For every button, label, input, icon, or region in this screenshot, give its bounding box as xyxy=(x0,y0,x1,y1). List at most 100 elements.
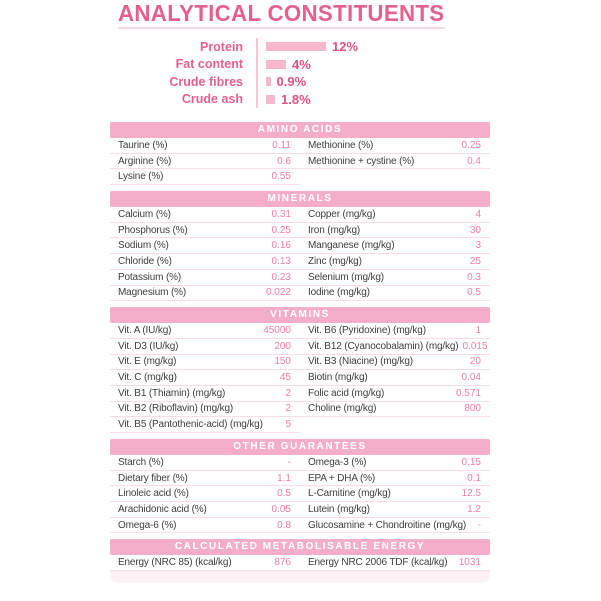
table-cell: Vit. A (IU/kg) 45000 xyxy=(110,323,300,339)
table-cell: Manganese (mg/kg) 3 xyxy=(300,238,490,255)
table-cell: Potassium (%) 0.23 xyxy=(110,270,300,286)
table-row: Linoleic acid (%) 0.5 L-Carnitine (mg/kg) 1… xyxy=(110,486,490,503)
chart-category-label: Protein xyxy=(199,39,243,54)
row-value: 0.571 xyxy=(455,387,481,399)
row-label: EPA + DHA (%) xyxy=(308,472,376,484)
row-value: 150 xyxy=(274,356,291,368)
row-value: 0.4 xyxy=(467,155,481,167)
row-value: 0.6 xyxy=(277,155,291,167)
chart-bar xyxy=(266,94,275,104)
table-cell: Vit. B2 (Riboflavin) (mg/kg) 2 xyxy=(110,402,300,418)
row-value: 5 xyxy=(285,419,291,431)
row-label: Copper (mg/kg) xyxy=(308,208,376,220)
row-label: L-Carnitine (mg/kg) xyxy=(308,488,391,500)
row-value: 0.05 xyxy=(271,503,291,515)
row-label: Methionine (%) xyxy=(308,139,374,151)
table-row: Arginine (%) 0.6 Methionine + cystine (%) 0… xyxy=(110,154,490,170)
table-cell: Dietary fiber (%) 1.1 xyxy=(110,471,300,487)
table-row: Omega-6 (%) 0.8 Glucosamine + Chondroitine… xyxy=(110,518,490,534)
table-cell: Selenium (mg/kg) 0.3 xyxy=(300,270,490,286)
table-row: Vit. B2 (Riboflavin) (mg/kg) 2 Choline (mg… xyxy=(110,402,490,418)
table-row: Vit. D3 (IU/kg) 200 Vit. B12 (Cyanocobalam… xyxy=(110,339,490,355)
chart-bar-area: 1.8% xyxy=(256,90,311,108)
row-value: 0.1 xyxy=(467,472,481,484)
table-cell: Vit. B12 (Cyanocobalamin) (mg/kg) 0.015 xyxy=(300,339,490,355)
row-value: 0.3 xyxy=(467,271,481,283)
table-cell: Lutein (mg/kg) 1.2 xyxy=(300,502,490,518)
row-label: Iodine (mg/kg) xyxy=(308,287,370,299)
table-cell-empty xyxy=(300,417,490,433)
table-cell: Vit. C (mg/kg) 45 xyxy=(110,370,300,386)
table-row: Vit. A (IU/kg) 45000 Vit. B6 (Pyridoxine) … xyxy=(110,323,490,339)
row-value: 1031 xyxy=(458,557,481,569)
row-value: - xyxy=(287,456,291,468)
row-label: Energy (NRC 85) (kcal/kg) xyxy=(118,557,232,569)
table-cell: Biotin (mg/kg) 0.04 xyxy=(300,370,490,386)
table-row: Chloride (%) 0.13 Zinc (mg/kg) 25 xyxy=(110,254,490,270)
row-label: Glucosamine + Chondroitine (mg/kg) xyxy=(308,519,467,531)
row-label: Zinc (mg/kg) xyxy=(308,255,362,267)
table-cell-empty xyxy=(300,169,490,185)
table-cell: Calcium (%) 0.31 xyxy=(110,207,300,223)
row-value: 0.022 xyxy=(265,287,291,299)
row-label: Choline (mg/kg) xyxy=(308,403,377,415)
table-cell: Omega-6 (%) 0.8 xyxy=(110,518,300,534)
row-value: - xyxy=(477,519,481,531)
table-cell: Iodine (mg/kg) 0.5 xyxy=(300,286,490,302)
row-label: Selenium (mg/kg) xyxy=(308,271,384,283)
row-label: Phosphorus (%) xyxy=(118,224,188,236)
row-label: Vit. B5 (Pantothenic-acid) (mg/kg) xyxy=(118,419,263,431)
table-row: Vit. E (mg/kg) 150 Vit. B3 (Niacine) (mg/k… xyxy=(110,355,490,371)
row-label: Energy NRC 2006 TDF (kcal/kg) xyxy=(308,557,448,569)
row-value: 0.16 xyxy=(271,240,291,252)
row-value: 3 xyxy=(475,240,481,252)
row-label: Methionine + cystine (%) xyxy=(308,155,415,167)
table-row: Sodium (%) 0.16 Manganese (mg/kg) 3 xyxy=(110,238,490,255)
table-cell: Zinc (mg/kg) 25 xyxy=(300,254,490,270)
row-label: Iron (mg/kg) xyxy=(308,224,361,236)
constituents-table: AMINO ACIDS Taurine (%) 0.11 Methionine (%)… xyxy=(110,122,490,584)
row-value: 0.15 xyxy=(461,456,481,468)
row-value: 0.31 xyxy=(271,208,291,220)
row-label: Chloride (%) xyxy=(118,255,172,267)
row-label: Vit. B2 (Riboflavin) (mg/kg) xyxy=(118,403,234,415)
table-cell: Vit. B5 (Pantothenic-acid) (mg/kg) 5 xyxy=(110,417,300,433)
table-cell: EPA + DHA (%) 0.1 xyxy=(300,471,490,487)
chart-value-label: 0.9% xyxy=(276,74,307,90)
macro-constituents-bar-chart: Protein 12% Fat content 4% Crude fibres 0.9% C… xyxy=(118,38,358,108)
row-label: Calcium (%) xyxy=(118,208,171,220)
table-row: Energy (NRC 85) (kcal/kg) 876 Energy NRC 2… xyxy=(110,555,490,572)
table-cell: Lysine (%) 0.55 xyxy=(110,169,300,186)
row-label: Vit. D3 (IU/kg) xyxy=(118,340,179,352)
chart-bar xyxy=(266,42,326,52)
table-row: Phosphorus (%) 0.25 Iron (mg/kg) 30 xyxy=(110,223,490,239)
row-label: Potassium (%) xyxy=(118,271,182,283)
table-row: Calcium (%) 0.31 Copper (mg/kg) 4 xyxy=(110,207,490,223)
section-header: MINERALS xyxy=(110,191,490,208)
row-label: Arachidonic acid (%) xyxy=(118,503,207,515)
row-label: Omega-6 (%) xyxy=(118,519,177,531)
table-cell: Methionine + cystine (%) 0.4 xyxy=(300,154,490,170)
row-value: 1.2 xyxy=(467,503,481,515)
table-cell: Glucosamine + Chondroitine (mg/kg) - xyxy=(300,518,490,534)
table-cell: Vit. B1 (Thiamin) (mg/kg) 2 xyxy=(110,386,300,402)
row-value: 0.5 xyxy=(277,488,291,500)
row-label: Magnesium (%) xyxy=(118,287,187,299)
row-label: Manganese (mg/kg) xyxy=(308,240,395,252)
chart-row: Fat content 4% xyxy=(118,55,358,73)
chart-category-label: Crude ash xyxy=(181,92,243,107)
row-label: Vit. E (mg/kg) xyxy=(118,356,177,368)
table-cell: Energy NRC 2006 TDF (kcal/kg) 1031 xyxy=(300,555,490,572)
table-cell: Vit. B6 (Pyridoxine) (mg/kg) 1 xyxy=(300,323,490,339)
row-label: Vit. A (IU/kg) xyxy=(118,325,172,337)
row-value: 0.8 xyxy=(277,519,291,531)
row-value: 45 xyxy=(279,372,291,384)
table-cell: Phosphorus (%) 0.25 xyxy=(110,223,300,239)
row-value: 0.5 xyxy=(467,287,481,299)
row-label: Biotin (mg/kg) xyxy=(308,372,368,384)
table-cell: Vit. D3 (IU/kg) 200 xyxy=(110,339,300,355)
table-cell: Iron (mg/kg) 30 xyxy=(300,223,490,239)
table-cell: Linoleic acid (%) 0.5 xyxy=(110,486,300,503)
table-cell: Sodium (%) 0.16 xyxy=(110,238,300,255)
row-value: 25 xyxy=(469,255,481,267)
